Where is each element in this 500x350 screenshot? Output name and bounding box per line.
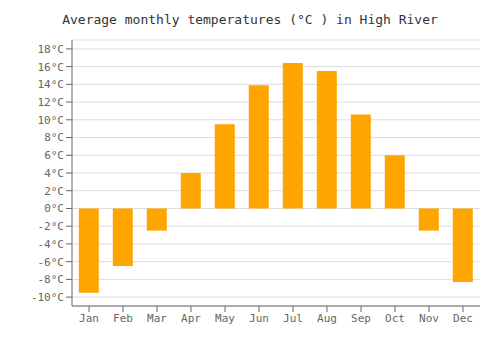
svg-text:Jul: Jul xyxy=(283,312,303,325)
svg-text:Apr: Apr xyxy=(181,312,201,325)
svg-text:Jun: Jun xyxy=(249,312,269,325)
svg-text:-8°C: -8°C xyxy=(38,273,65,286)
svg-text:14°C: 14°C xyxy=(38,78,65,91)
svg-text:-4°C: -4°C xyxy=(38,238,65,251)
svg-text:2°C: 2°C xyxy=(44,185,64,198)
svg-text:Mar: Mar xyxy=(147,312,167,325)
svg-text:18°C: 18°C xyxy=(38,43,65,56)
svg-text:12°C: 12°C xyxy=(38,96,65,109)
svg-text:16°C: 16°C xyxy=(38,61,65,74)
svg-text:Oct: Oct xyxy=(385,312,405,325)
svg-text:Jan: Jan xyxy=(79,312,99,325)
svg-text:-6°C: -6°C xyxy=(38,256,65,269)
svg-text:10°C: 10°C xyxy=(38,114,65,127)
svg-text:8°C: 8°C xyxy=(44,131,64,144)
svg-text:Dec: Dec xyxy=(453,312,473,325)
svg-text:May: May xyxy=(215,312,235,325)
svg-text:4°C: 4°C xyxy=(44,167,64,180)
svg-text:0°C: 0°C xyxy=(44,202,64,215)
svg-text:Aug: Aug xyxy=(317,312,337,325)
svg-text:Sep: Sep xyxy=(351,312,371,325)
svg-text:Nov: Nov xyxy=(419,312,439,325)
svg-text:Feb: Feb xyxy=(113,312,133,325)
svg-text:6°C: 6°C xyxy=(44,149,64,162)
svg-text:-2°C: -2°C xyxy=(38,220,65,233)
html-text:Average monthly temperatures (: Average monthly temperatures (°C ) in Hi… xyxy=(62,12,438,27)
svg-text:-10°C: -10°C xyxy=(31,291,64,304)
